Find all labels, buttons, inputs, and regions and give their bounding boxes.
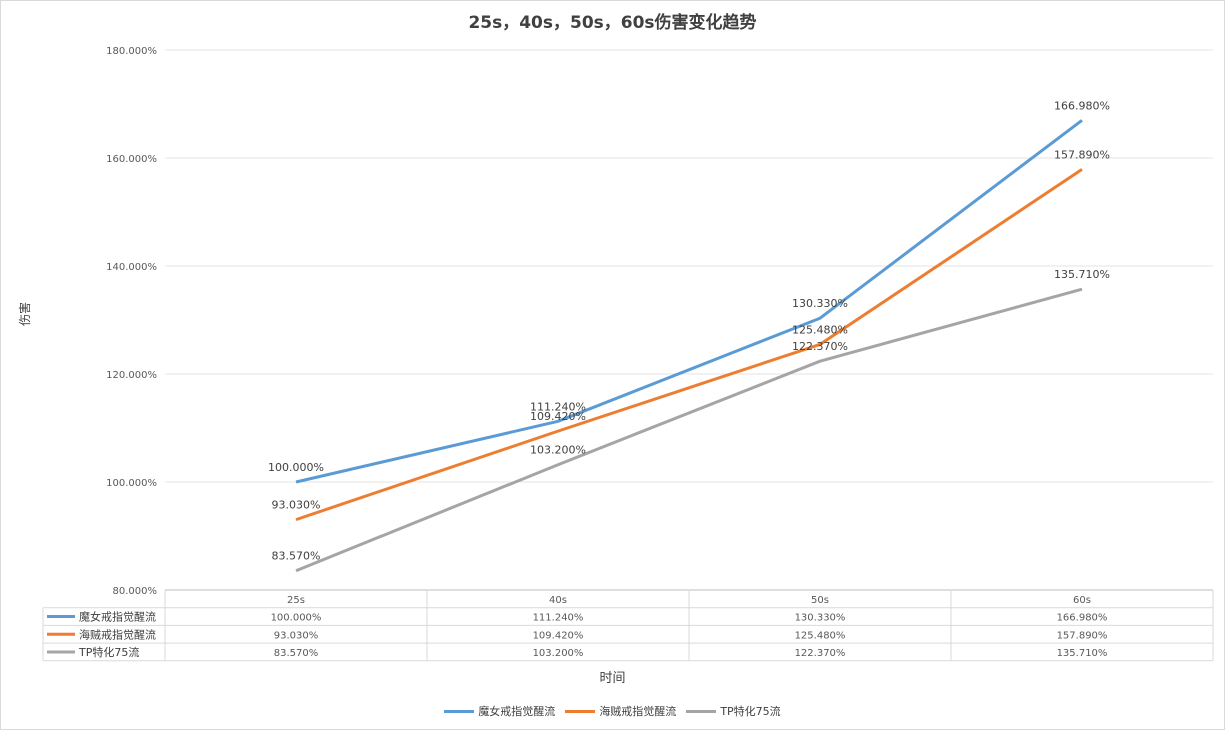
table-cell-value: 122.370% bbox=[795, 648, 846, 659]
data-label: 103.200% bbox=[530, 444, 586, 457]
data-label: 93.030% bbox=[272, 499, 321, 512]
legend-label: 魔女戒指觉醒流 bbox=[478, 705, 556, 718]
series-line bbox=[295, 287, 1083, 573]
legend-item: 魔女戒指觉醒流 bbox=[444, 703, 555, 719]
legend-swatch bbox=[444, 709, 475, 713]
table-cell-value: 166.980% bbox=[1057, 613, 1108, 624]
legend-swatch bbox=[565, 709, 596, 713]
legend-label: TP特化75流 bbox=[720, 705, 781, 718]
table-cell-value: 111.240% bbox=[533, 613, 584, 624]
table-cell-value: 83.570% bbox=[274, 648, 319, 659]
series-line bbox=[295, 119, 1083, 484]
x-axis-title: 时间 bbox=[599, 671, 626, 686]
data-label: 100.000% bbox=[268, 461, 324, 474]
table-cell-value: 109.420% bbox=[533, 630, 584, 641]
data-label: 166.980% bbox=[1054, 99, 1110, 112]
table-cell-value: 125.480% bbox=[795, 630, 846, 641]
legend-item: TP特化75流 bbox=[686, 703, 781, 719]
series-line bbox=[295, 168, 1083, 522]
x-tick-label: 60s bbox=[1073, 595, 1091, 606]
legend: 魔女戒指觉醒流 海贼戒指觉醒流 TP特化75流 bbox=[0, 703, 1225, 719]
legend-item: 海贼戒指觉醒流 bbox=[565, 703, 676, 719]
chart-title: 25s，40s，50s，60s伤害变化趋势 bbox=[468, 13, 757, 33]
table-series-name: 魔女戒指觉醒流 bbox=[79, 610, 156, 624]
data-label: 83.570% bbox=[272, 550, 321, 563]
x-tick-label: 25s bbox=[287, 595, 305, 606]
data-label: 130.330% bbox=[792, 297, 848, 310]
y-tick-label: 120.000% bbox=[106, 370, 157, 381]
table-cell-value: 93.030% bbox=[274, 630, 319, 641]
y-tick-label: 180.000% bbox=[106, 46, 157, 57]
y-tick-label: 80.000% bbox=[113, 586, 158, 597]
x-tick-label: 50s bbox=[811, 595, 829, 606]
y-tick-label: 100.000% bbox=[106, 478, 157, 489]
data-label: 109.420% bbox=[530, 410, 586, 423]
legend-label: 海贼戒指觉醒流 bbox=[599, 705, 677, 718]
table-series-name: 海贼戒指觉醒流 bbox=[79, 627, 156, 641]
y-tick-label: 160.000% bbox=[106, 154, 157, 165]
table-cell-value: 135.710% bbox=[1057, 648, 1108, 659]
data-label: 135.710% bbox=[1054, 268, 1110, 281]
data-label: 125.480% bbox=[792, 323, 848, 336]
data-label: 157.890% bbox=[1054, 148, 1110, 161]
table-cell-value: 103.200% bbox=[533, 648, 584, 659]
data-label: 111.240% bbox=[530, 400, 586, 413]
data-label: 122.370% bbox=[792, 340, 848, 353]
table-cell-value: 157.890% bbox=[1057, 630, 1108, 641]
legend-swatch bbox=[686, 709, 717, 713]
table-cell-value: 130.330% bbox=[795, 613, 846, 624]
table-cell-value: 100.000% bbox=[271, 613, 322, 624]
x-tick-label: 40s bbox=[549, 595, 567, 606]
table-series-name: TP特化75流 bbox=[78, 645, 139, 659]
y-tick-label: 140.000% bbox=[106, 262, 157, 273]
